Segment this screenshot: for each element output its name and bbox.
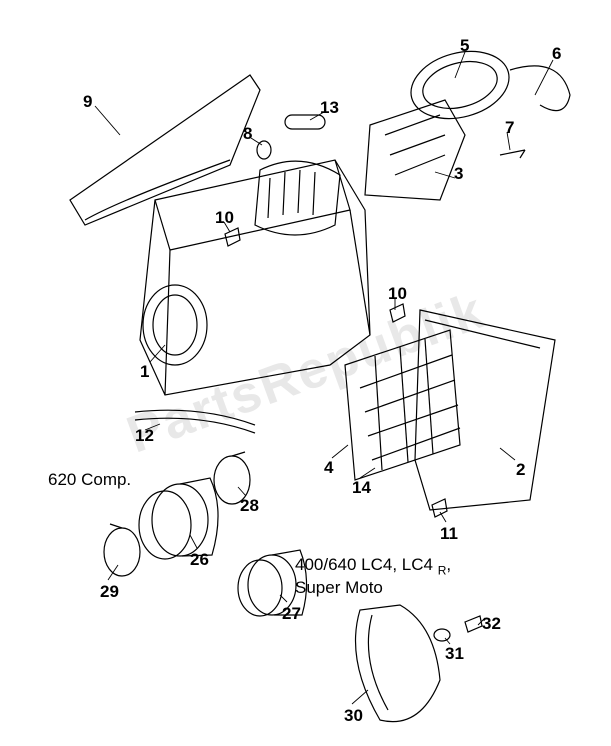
callout-11: 11: [440, 524, 458, 544]
callout-6: 6: [552, 44, 561, 64]
callout-32: 32: [482, 614, 501, 634]
callout-7: 7: [505, 118, 514, 138]
callout-2: 2: [516, 460, 525, 480]
callout-3: 3: [454, 164, 463, 184]
callout-9: 9: [83, 92, 92, 112]
callout-27: 27: [282, 604, 301, 624]
label-text: 620 Comp.: [48, 470, 131, 490]
callout-12: 12: [135, 426, 154, 446]
callout-29: 29: [100, 582, 119, 602]
callout-28: 28: [240, 496, 259, 516]
callout-10: 10: [388, 284, 407, 304]
callout-14: 14: [352, 478, 371, 498]
callout-31: 31: [445, 644, 464, 664]
callout-8: 8: [243, 124, 252, 144]
label-text: Super Moto: [295, 578, 383, 598]
callout-5: 5: [460, 36, 469, 56]
callout-10: 10: [215, 208, 234, 228]
callout-1: 1: [140, 362, 149, 382]
callout-30: 30: [344, 706, 363, 726]
callout-13: 13: [320, 98, 339, 118]
callout-4: 4: [324, 458, 333, 478]
label-text: 400/640 LC4, LC4 R,: [295, 555, 451, 577]
callout-26: 26: [190, 550, 209, 570]
